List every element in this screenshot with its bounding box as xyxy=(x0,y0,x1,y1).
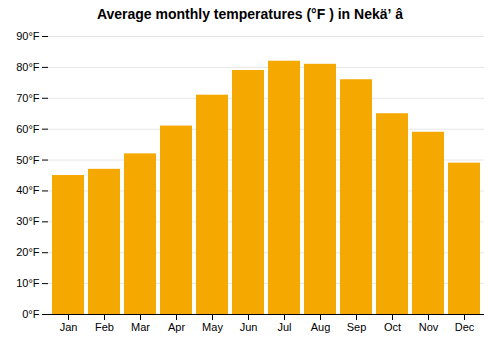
svg-text:60°F: 60°F xyxy=(16,123,40,135)
svg-text:Nov: Nov xyxy=(419,321,439,333)
svg-text:70°F: 70°F xyxy=(16,92,40,104)
svg-text:50°F: 50°F xyxy=(16,154,40,166)
html-text:Average monthly temperatures (: Average monthly temperatures (°F ) in Ne… xyxy=(96,6,404,22)
svg-text:Feb: Feb xyxy=(95,321,114,333)
svg-text:80°F: 80°F xyxy=(16,61,40,73)
svg-text:Sep: Sep xyxy=(347,321,367,333)
svg-text:90°F: 90°F xyxy=(16,30,40,42)
svg-text:40°F: 40°F xyxy=(16,184,40,196)
svg-text:Aug: Aug xyxy=(311,321,331,333)
svg-text:May: May xyxy=(202,321,223,333)
svg-text:Jan: Jan xyxy=(60,321,78,333)
svg-text:30°F: 30°F xyxy=(16,215,40,227)
svg-text:Apr: Apr xyxy=(168,321,185,333)
svg-text:Jun: Jun xyxy=(240,321,258,333)
svg-text:Dec: Dec xyxy=(455,321,475,333)
svg-text:0°F: 0°F xyxy=(22,308,40,320)
svg-text:Oct: Oct xyxy=(384,321,401,333)
svg-text:Jul: Jul xyxy=(277,321,291,333)
svg-text:20°F: 20°F xyxy=(16,246,40,258)
svg-text:10°F: 10°F xyxy=(16,277,40,289)
svg-text:Mar: Mar xyxy=(131,321,150,333)
